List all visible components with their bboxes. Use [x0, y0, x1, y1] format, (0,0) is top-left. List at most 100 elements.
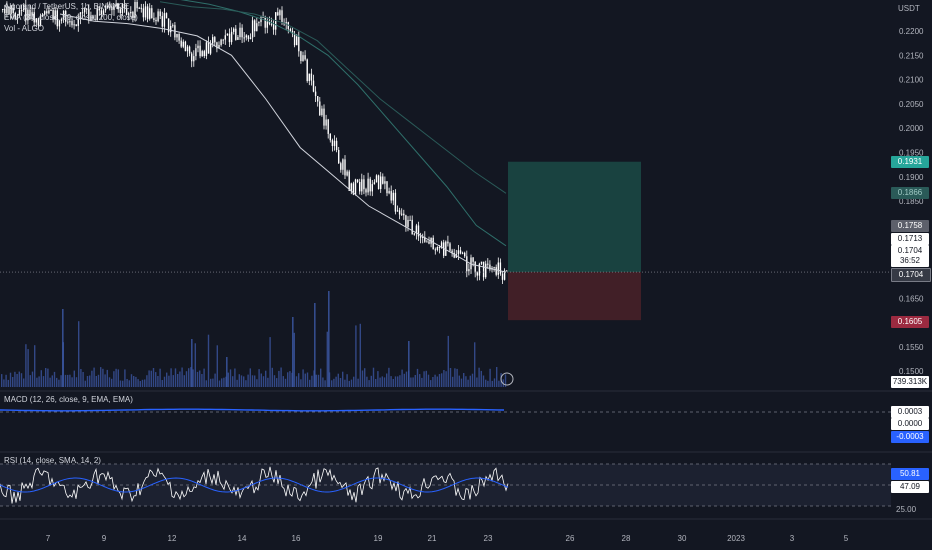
volume-bar [293, 332, 295, 387]
volume-bar [91, 370, 93, 387]
volume-bar [273, 375, 276, 387]
volume-bar [210, 378, 212, 387]
candle-body [466, 256, 468, 272]
candle-body [281, 10, 283, 23]
time-tick: 2023 [727, 534, 745, 543]
macd-tag-a: 0.0003 [891, 406, 929, 418]
rsi-value-tag: 50.81 [891, 468, 929, 480]
candle-body [457, 250, 460, 255]
candle-body [81, 12, 84, 14]
candle-body [354, 179, 357, 195]
candle-body [424, 237, 426, 242]
candle-body [434, 249, 436, 251]
candle-body [396, 210, 399, 212]
candle-body [119, 9, 121, 13]
price-tick: 0.1550 [899, 343, 924, 352]
volume-bar [75, 377, 78, 387]
candle-body [115, 3, 117, 7]
candle-body [487, 263, 489, 265]
candle-body [199, 45, 201, 57]
volume-bar [304, 373, 306, 387]
candle-body [335, 140, 338, 150]
candle-body [138, 7, 140, 9]
volume-bar [276, 378, 278, 387]
candle-body [461, 252, 464, 254]
volume-bar [205, 380, 207, 387]
volume-bar [170, 368, 172, 387]
candle-body [478, 263, 481, 276]
candle-body [382, 176, 384, 184]
volume-bar [139, 381, 141, 387]
volume-bar [192, 369, 194, 387]
volume-bar [269, 337, 271, 387]
volume-bar [161, 380, 163, 387]
candle-body [54, 10, 56, 20]
volume-bar [469, 375, 471, 387]
ema-slow-tag: 0.1758 [891, 220, 929, 232]
candle-body [191, 53, 193, 62]
candle-body [31, 12, 33, 17]
volume-bar [441, 373, 443, 387]
candle-body [264, 16, 266, 28]
candle-body [69, 21, 71, 23]
candle-body [182, 41, 184, 47]
candle-body [474, 261, 476, 272]
candle-body [480, 261, 483, 264]
candle-body [363, 179, 365, 190]
candle-body [436, 247, 439, 250]
candle-body [58, 20, 61, 27]
volume-bar [282, 376, 284, 387]
candle-body [245, 35, 247, 38]
volume-bar [434, 374, 436, 387]
volume-bar [337, 373, 339, 387]
stop-price-tag: 0.1605 [891, 316, 929, 328]
volume-bar [117, 369, 119, 387]
volume-bar [471, 373, 474, 387]
volume-bar [25, 344, 27, 387]
volume-bar [137, 379, 139, 387]
volume-bar [124, 369, 126, 387]
candle-body [445, 241, 447, 256]
candle-body [241, 27, 243, 38]
volume-bar [95, 376, 97, 387]
candle-body [16, 15, 19, 20]
candle-body [77, 19, 79, 26]
volume-bar [504, 374, 507, 387]
candle-body [18, 10, 21, 16]
ema-fast-tag: 0.1704 [891, 245, 929, 257]
price-tick: 0.1900 [899, 173, 924, 182]
candle-body [243, 37, 245, 39]
volume-bar [292, 317, 294, 387]
volume-bar [216, 345, 218, 387]
candle-body [262, 16, 264, 18]
volume-bar [368, 380, 370, 387]
time-tick: 12 [168, 534, 177, 543]
volume-bar [370, 375, 372, 387]
candle-body [172, 25, 174, 27]
candle-body [375, 175, 378, 183]
candle-body [293, 33, 296, 46]
volume-bar [60, 375, 62, 387]
volume-bar [130, 374, 133, 387]
last-price-tag: 0.1704 [891, 268, 931, 282]
volume-bar [1, 374, 3, 387]
volume-bar [126, 379, 128, 387]
candle-body [296, 36, 298, 46]
volume-bar [62, 309, 64, 387]
volume-bar [320, 368, 322, 387]
volume-bar [71, 377, 73, 387]
volume-bar [53, 371, 56, 387]
candle-body [361, 179, 363, 192]
volume-bar [372, 367, 375, 387]
candle-body [73, 24, 75, 26]
rsi-ma-line [0, 477, 509, 493]
candle-body [405, 215, 407, 227]
candle-body [495, 267, 497, 275]
volume-bar [150, 370, 152, 387]
volume-legend: Vol - ALGO [4, 24, 45, 33]
currency-label: USDT [898, 4, 920, 13]
volume-bar [364, 368, 366, 387]
candle-body [298, 36, 300, 52]
candle-body [501, 273, 504, 280]
